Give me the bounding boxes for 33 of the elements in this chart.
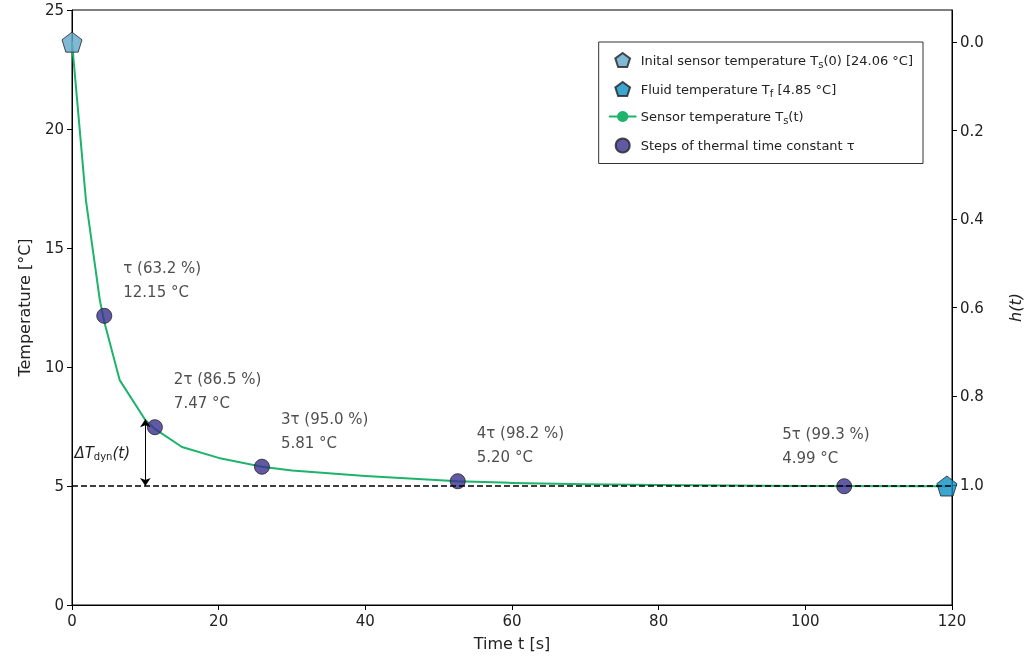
x-axis-title: Time t [s]: [472, 633, 551, 653]
point: [96, 307, 113, 324]
point: [253, 458, 270, 475]
y-tick-label: 20: [44, 120, 64, 138]
y-tick-label: 0: [54, 596, 64, 614]
y2-tick-label: 1.0: [960, 475, 984, 494]
y-axis-title: Temperature [°C]: [14, 238, 34, 378]
data-label: 2τ (86.5 %) 7.47 °C: [173, 370, 262, 413]
x-tick-label: 0: [67, 611, 77, 630]
data-label: 3τ (95.0 %) 5.81 °C: [280, 409, 369, 452]
y-tick-label: 15: [44, 239, 64, 257]
y-tick-label: 25: [44, 1, 64, 19]
y2-axis-title: h(t): [1005, 293, 1025, 322]
x-tick-label: 100: [791, 611, 820, 630]
y-tick-label: 10: [44, 358, 64, 376]
x-tick-label: 120: [937, 611, 967, 630]
data-label: τ (63.2 %) 12.15 °C: [123, 258, 202, 301]
y2-tick-label: 0.0: [960, 32, 984, 51]
legend-label: Steps of thermal time constant τ: [640, 138, 855, 153]
y2-tick-label: 0.2: [960, 121, 984, 140]
x-tick-label: 80: [649, 611, 669, 630]
point: [61, 31, 83, 53]
x-tick-label: 20: [209, 611, 229, 630]
x-tick-label: 60: [502, 611, 522, 630]
y2-tick-label: 0.4: [960, 210, 984, 229]
y2-tick-label: 0.6: [960, 298, 984, 317]
data-label: 5τ (99.3 %) 4.99 °C: [782, 425, 870, 468]
y2-tick-label: 0.8: [960, 387, 984, 406]
data-label: 4τ (98.2 %) 5.20 °C: [476, 424, 565, 467]
point: [146, 419, 163, 436]
point: [936, 475, 958, 497]
y-tick-label: 5: [54, 477, 64, 495]
x-tick-label: 40: [355, 611, 375, 630]
